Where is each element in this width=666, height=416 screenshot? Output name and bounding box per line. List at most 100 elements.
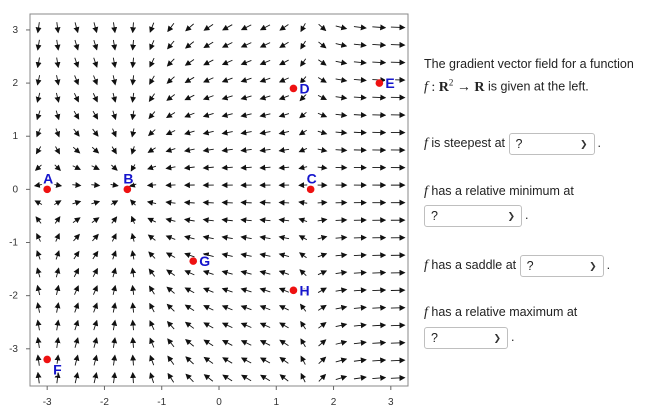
vector-arrow (299, 303, 307, 312)
vector-arrow (221, 147, 233, 154)
vector-arrow (298, 235, 308, 241)
vector-arrow (335, 234, 348, 241)
point-f-label: F (53, 361, 62, 377)
vector-arrow (111, 250, 117, 260)
vector-arrow (240, 322, 252, 329)
vector-arrow (111, 128, 117, 138)
vector-arrow (372, 24, 387, 31)
vector-arrow (300, 372, 307, 383)
vector-arrow (222, 24, 233, 31)
x-tick-label: 3 (388, 397, 394, 408)
point-a-label: A (43, 170, 53, 186)
f-symbol: f (424, 258, 428, 273)
vector-arrow (259, 42, 271, 48)
vector-arrow (167, 372, 175, 383)
vector-arrow (183, 217, 195, 224)
vector-arrow (54, 92, 61, 103)
vector-arrow (317, 252, 328, 259)
vector-arrow (111, 319, 118, 331)
vector-arrow (92, 75, 98, 86)
vector-arrow (73, 354, 80, 366)
vector-arrow (35, 216, 42, 224)
vector-arrow (146, 182, 157, 189)
vector-arrow (111, 302, 118, 313)
vector-arrow (166, 76, 175, 84)
vector-arrow (353, 41, 367, 48)
vector-arrow (54, 200, 62, 206)
vector-arrow (92, 337, 99, 348)
vector-arrow (54, 146, 60, 155)
vector-arrow (130, 232, 137, 242)
vector-arrow (185, 23, 194, 32)
vector-arrow (166, 320, 175, 330)
x-axis-ticks: -3 -2 -1 0 1 2 3 (43, 386, 394, 408)
vector-arrow (130, 164, 137, 172)
vector-arrow (317, 112, 328, 118)
vector-arrow (317, 129, 328, 136)
vector-arrow (259, 287, 271, 294)
vector-arrow (335, 375, 348, 381)
vector-arrow (54, 354, 61, 366)
vector-arrow (184, 59, 195, 66)
gradient-field-plot: -3 -2 -1 0 1 2 3 3 2 1 0 -1 -2 -3 A B C D E F G H (9, 13, 409, 408)
vector-arrow (92, 22, 99, 34)
function-mapping: : R2 → R (427, 77, 485, 95)
vector-arrow (298, 199, 308, 206)
vector-arrow (54, 250, 61, 260)
minimum-dropdown[interactable]: ? ❯ (424, 204, 522, 227)
plot-frame (29, 13, 409, 387)
vector-arrow (221, 112, 233, 118)
vector-arrow (279, 322, 289, 329)
vector-arrow (92, 285, 98, 295)
vector-arrow (92, 110, 99, 120)
vector-arrow (54, 336, 61, 349)
vector-arrow (240, 340, 252, 346)
vector-arrow (335, 94, 348, 101)
period: . (511, 330, 515, 344)
vector-arrow (318, 339, 327, 347)
critical-points: A B C D E F G H (42, 74, 396, 379)
steepest-dropdown[interactable]: ? ❯ (508, 132, 595, 155)
vector-arrow (335, 357, 348, 364)
vector-arrow (203, 339, 214, 347)
vector-arrow (92, 233, 99, 242)
vector-arrow (222, 340, 233, 346)
vector-arrow (317, 217, 328, 224)
x-tick-label: -3 (43, 397, 52, 408)
vector-arrow (54, 284, 61, 296)
steepest-dropdown-value: ? (515, 136, 523, 151)
vector-arrow (166, 94, 175, 101)
vector-arrow (167, 22, 175, 33)
vector-arrow (183, 199, 195, 206)
y-tick-label: -1 (9, 238, 18, 249)
vector-arrow (240, 269, 252, 276)
saddle-dropdown[interactable]: ? ❯ (519, 254, 604, 277)
question-maximum: ? ❯ . (424, 326, 514, 349)
vector-arrow (184, 321, 195, 329)
vector-arrow (54, 164, 61, 172)
vector-arrow (35, 22, 42, 34)
vector-arrow (335, 339, 348, 346)
minimum-label: has a relative minimum at (431, 184, 574, 198)
vector-arrow (318, 304, 327, 311)
point-b-marker (123, 185, 132, 194)
vector-arrow (167, 40, 175, 50)
vector-arrow (278, 77, 289, 83)
vector-arrow (240, 357, 252, 364)
vector-arrow (35, 39, 42, 51)
vector-arrow (278, 234, 290, 241)
vector-arrow (148, 111, 156, 120)
vector-arrow (165, 235, 176, 241)
vector-arrow (148, 268, 156, 277)
vector-arrow (335, 129, 348, 136)
vector-arrow (279, 339, 289, 347)
vector-arrow (353, 59, 367, 66)
vector-arrow (166, 269, 176, 276)
vector-arrow (372, 374, 387, 381)
maximum-dropdown[interactable]: ? ❯ (424, 326, 508, 349)
vector-arrow (184, 112, 195, 118)
vector-arrow (278, 217, 290, 224)
y-tick-label: -3 (9, 344, 18, 355)
vector-arrow (91, 200, 101, 206)
description: The gradient vector field for a function… (424, 55, 664, 97)
